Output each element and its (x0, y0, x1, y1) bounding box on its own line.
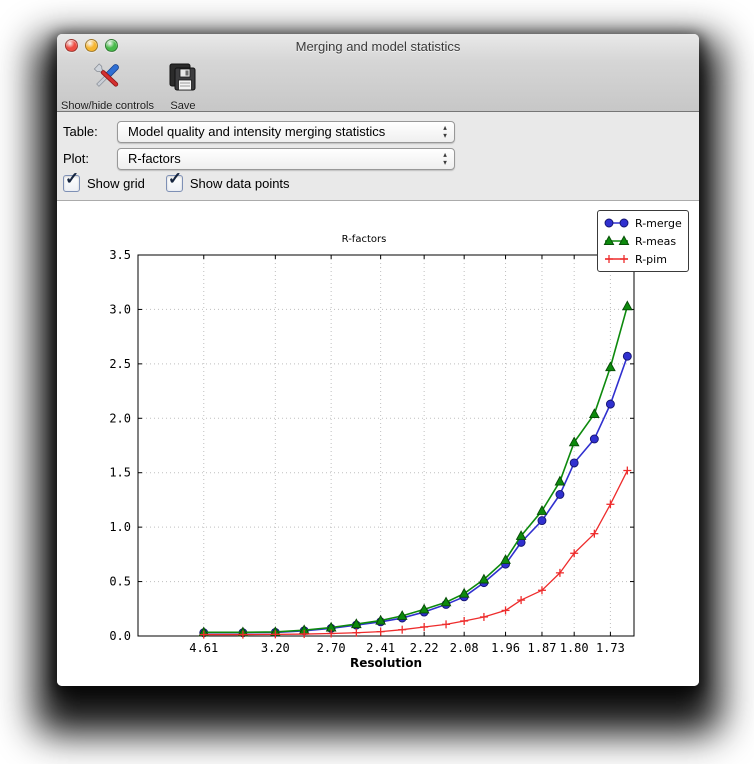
x-tick-label: 2.41 (366, 641, 395, 655)
axes-frame (137, 254, 635, 637)
plot-label: Plot: (63, 151, 90, 166)
legend-item-R-pim: R-pim (603, 250, 682, 268)
y-tick-label: 0.5 (109, 575, 131, 589)
plot-title: R-factors (342, 234, 387, 245)
titlebar[interactable]: Merging and model statistics (57, 34, 699, 58)
toolbar-button-label: Save (170, 100, 196, 112)
zoom-button[interactable] (105, 39, 118, 52)
series-R-meas (198, 300, 633, 637)
y-tick-label: 1.0 (109, 520, 131, 534)
show-hide-controls-button[interactable]: Show/hide controls (61, 60, 154, 112)
dropdown-arrows-icon: ▴ ▾ (443, 149, 447, 167)
controls-panel: Table: Model quality and intensity mergi… (57, 112, 699, 201)
y-tick-label: 3.0 (109, 302, 131, 316)
y-tick-label: 2.0 (109, 411, 131, 425)
checkbox-box: ✓ (63, 169, 80, 192)
legend-label: R-merge (635, 216, 682, 230)
toolbar: Show/hide controls Save (61, 60, 198, 112)
save-button[interactable]: Save (168, 60, 198, 112)
series-R-pim (199, 466, 632, 639)
merging-statistics-window: Merging and model statistics (57, 34, 699, 686)
window-title: Merging and model statistics (295, 39, 461, 54)
x-tick-label: 2.08 (450, 641, 479, 655)
show-data-points-checkbox[interactable]: ✓ Show data points (165, 169, 290, 192)
checkbox-box: ✓ (165, 169, 183, 192)
checkmark-icon: ✓ (65, 169, 80, 188)
legend-marker-icon (604, 218, 629, 228)
legend-label: R-meas (635, 234, 677, 248)
x-tick-label: 2.22 (410, 641, 439, 655)
x-tick-label: 1.80 (560, 641, 589, 655)
legend-marker-icon (603, 235, 630, 246)
x-tick-label: 1.96 (491, 641, 520, 655)
show-grid-label: Show grid (87, 176, 145, 191)
traffic-lights (65, 39, 118, 52)
x-tick-label: 1.73 (596, 641, 625, 655)
plot-legend: R-merge R-meas R-pim (597, 210, 689, 272)
table-dropdown[interactable]: Model quality and intensity merging stat… (117, 120, 455, 143)
plot-dropdown[interactable]: R-factors ▴ ▾ (117, 147, 455, 170)
legend-label: R-pim (635, 252, 667, 266)
minimize-button[interactable] (85, 39, 98, 52)
grid-lines (138, 255, 634, 636)
x-tick-label: 2.70 (317, 641, 346, 655)
legend-item-R-meas: R-meas (603, 232, 682, 250)
x-tick-label: 1.87 (528, 641, 557, 655)
show-data-points-label: Show data points (189, 176, 290, 191)
y-tick-label: 2.5 (109, 357, 131, 371)
dropdown-arrows-icon: ▴ ▾ (443, 122, 447, 140)
checkmark-icon: ✓ (167, 169, 183, 188)
y-tick-label: 3.5 (109, 248, 131, 262)
window-chrome: Merging and model statistics (57, 34, 699, 112)
x-tick-label: 4.61 (189, 641, 218, 655)
toolbar-button-label: Show/hide controls (61, 100, 154, 112)
y-tick-label: 1.5 (109, 466, 131, 480)
table-label: Table: (63, 124, 98, 139)
plot-dropdown-value: R-factors (128, 151, 181, 166)
checkbox-row: ✓ Show grid ✓ Show data points (63, 169, 311, 192)
rfactors-plot: 4.61 3.20 2.70 2.41 2.22 2.08 1.96 1.87 1.80 1.73… (109, 234, 635, 670)
legend-marker-icon (605, 255, 628, 263)
y-tick-label: 0.0 (109, 629, 131, 643)
axis-ticks (138, 254, 634, 637)
x-axis-label: Resolution (350, 656, 422, 670)
tools-icon (89, 60, 125, 99)
close-button[interactable] (65, 39, 78, 52)
plot-panel: 4.61 3.20 2.70 2.41 2.22 2.08 1.96 1.87 1.80 1.73… (57, 202, 699, 686)
table-dropdown-value: Model quality and intensity merging stat… (128, 124, 386, 139)
save-icon (168, 60, 198, 99)
show-grid-checkbox[interactable]: ✓ Show grid (63, 169, 145, 192)
x-tick-label: 3.20 (261, 641, 290, 655)
legend-item-R-merge: R-merge (603, 214, 682, 232)
series-R-merge (199, 351, 632, 638)
